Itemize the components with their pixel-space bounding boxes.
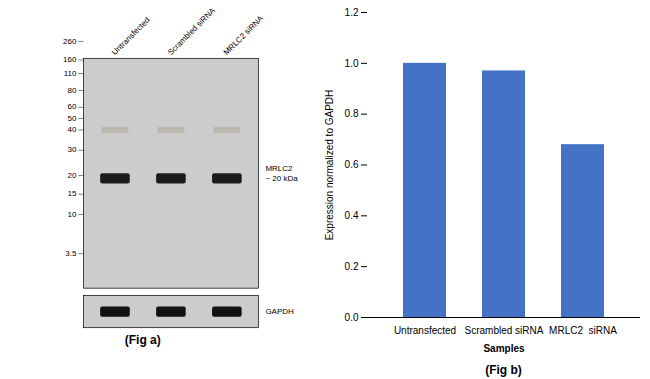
svg-text:1.0: 1.0	[345, 58, 359, 69]
svg-text:Untransfected: Untransfected	[394, 325, 456, 336]
svg-text:MRLC2 siRNA: MRLC2 siRNA	[222, 13, 266, 57]
svg-text:80: 80	[68, 86, 77, 95]
svg-text:3.5: 3.5	[65, 249, 77, 258]
svg-text:Scrambled siRNA: Scrambled siRNA	[166, 6, 217, 57]
svg-text:(Fig b): (Fig b)	[485, 363, 522, 377]
svg-text:Untransfected: Untransfected	[110, 15, 152, 57]
svg-text:0.4: 0.4	[345, 210, 359, 221]
svg-text:0.6: 0.6	[345, 159, 359, 170]
svg-text:260: 260	[63, 37, 77, 46]
svg-text:1.2: 1.2	[345, 7, 359, 18]
svg-text:0.0: 0.0	[345, 312, 359, 323]
svg-text:20: 20	[68, 171, 77, 180]
svg-text:10: 10	[68, 210, 77, 219]
svg-text:GAPDH: GAPDH	[265, 307, 294, 316]
svg-text:40: 40	[68, 125, 77, 134]
svg-text:60: 60	[68, 102, 77, 111]
svg-text:Samples: Samples	[483, 343, 525, 354]
svg-text:MRLC2 siRNA: MRLC2 siRNA	[549, 325, 617, 336]
svg-text:0.2: 0.2	[345, 261, 359, 272]
svg-text:0.8: 0.8	[345, 108, 359, 119]
svg-text:15: 15	[68, 189, 77, 198]
svg-text:110: 110	[64, 69, 77, 78]
svg-text:Expression normalized to GAPDH: Expression normalized to GAPDH	[324, 90, 335, 241]
svg-text:MRLC2~ 20 kDa: MRLC2~ 20 kDa	[265, 164, 298, 183]
svg-text:50: 50	[68, 114, 77, 123]
svg-text:Scrambled siRNA: Scrambled siRNA	[465, 325, 544, 336]
svg-text:30: 30	[68, 145, 77, 154]
svg-text:(Fig a): (Fig a)	[125, 333, 161, 347]
svg-text:160: 160	[63, 55, 77, 64]
